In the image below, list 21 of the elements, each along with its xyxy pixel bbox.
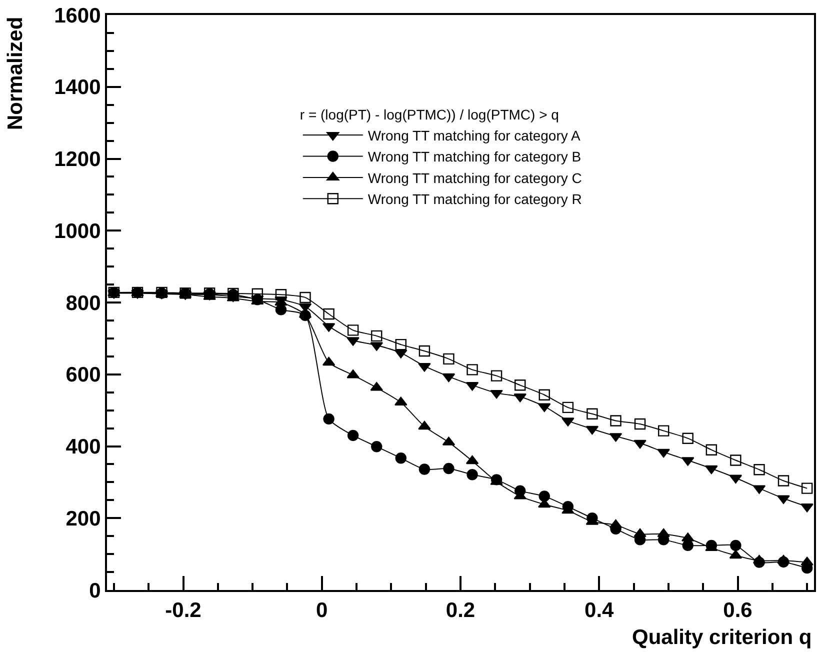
y-axis-title: Normalized bbox=[4, 16, 27, 130]
x-tick-label: 0.6 bbox=[723, 599, 752, 622]
y-tick-label: 600 bbox=[66, 364, 101, 387]
x-axis-title: Quality criterion q bbox=[632, 626, 812, 649]
y-tick-label: 400 bbox=[66, 436, 101, 459]
legend-label: Wrong TT matching for category C bbox=[368, 170, 582, 186]
legend-label: Wrong TT matching for category R bbox=[368, 191, 582, 208]
y-tick-label: 1400 bbox=[54, 76, 101, 100]
x-tick-label: 0.2 bbox=[446, 599, 476, 622]
y-tick-label: 200 bbox=[66, 507, 101, 530]
y-tick-label: 1600 bbox=[54, 4, 101, 28]
y-tick-label: 1200 bbox=[54, 148, 101, 172]
x-tick-label: 0.4 bbox=[584, 599, 614, 622]
y-tick-label: 800 bbox=[66, 292, 101, 315]
legend-label: Wrong TT matching for category A bbox=[368, 128, 581, 144]
y-tick-label: 1000 bbox=[54, 220, 101, 243]
x-tick-label: -0.2 bbox=[165, 599, 202, 622]
x-tick-label: 0 bbox=[316, 599, 328, 622]
legend-title: r = (log(PT) - log(PTMC)) / log(PTMC) > q bbox=[300, 106, 559, 122]
legend-label: Wrong TT matching for category B bbox=[368, 148, 582, 165]
y-tick-label: 0 bbox=[89, 579, 101, 602]
